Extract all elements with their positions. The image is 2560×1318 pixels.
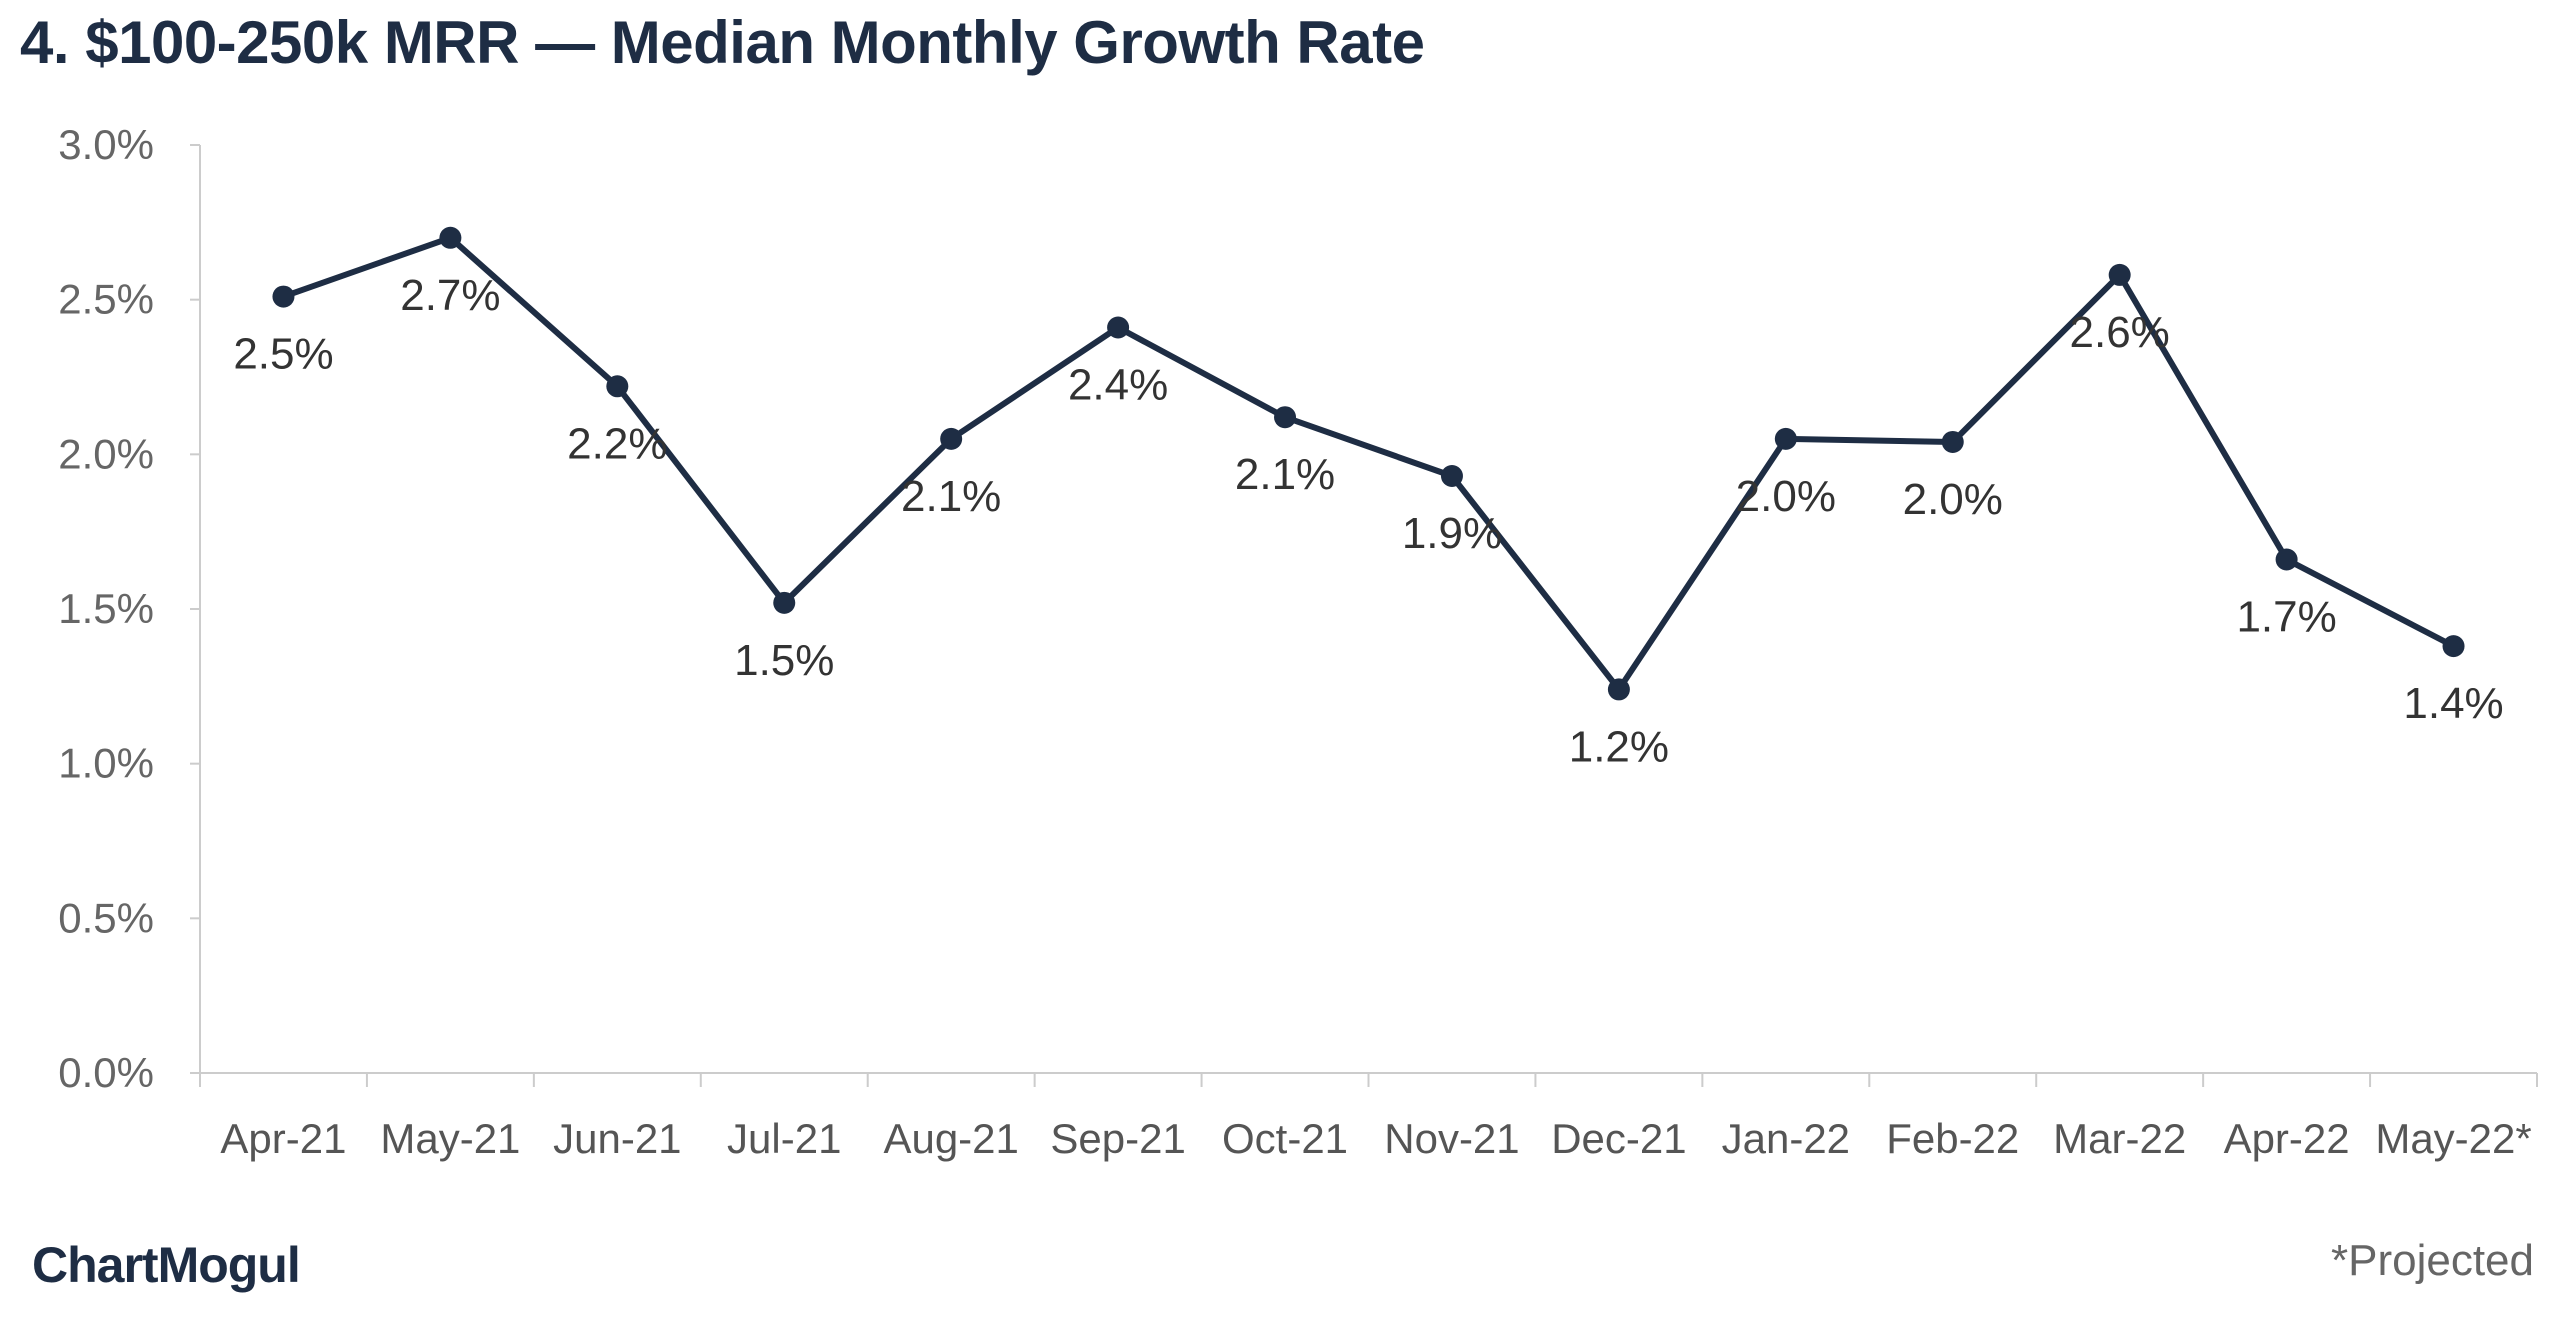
data-point — [773, 591, 796, 614]
x-tick-label: Feb-22 — [1886, 1115, 2019, 1162]
data-point — [1607, 678, 1630, 701]
x-tick-label: May-21 — [380, 1115, 520, 1162]
x-tick-label: Aug-21 — [883, 1115, 1018, 1162]
y-tick-label: 2.0% — [58, 430, 154, 477]
x-tick-label: Jul-21 — [727, 1115, 841, 1162]
y-tick-label: 2.5% — [58, 276, 154, 323]
data-label: 2.0% — [1903, 475, 2003, 524]
data-label: 2.0% — [1736, 472, 1836, 521]
data-labels: 2.5% 2.7% 2.2% 1.5% 2.1% 2.4% 2.1% 1.9% 1.2% 2.0%… — [233, 271, 2503, 772]
x-tick-label: Mar-22 — [2053, 1115, 2186, 1162]
data-label: 2.6% — [2070, 308, 2170, 357]
data-point — [940, 427, 963, 450]
projected-footnote: *Projected — [2330, 1236, 2534, 1285]
data-label: 1.2% — [1569, 722, 1669, 771]
y-tick-label: 3.0% — [58, 121, 154, 168]
data-point — [1107, 316, 1130, 339]
x-tick-label: May-22* — [2375, 1115, 2531, 1162]
data-point — [2108, 263, 2131, 286]
x-tick-label: Sep-21 — [1050, 1115, 1185, 1162]
x-tick-label: Oct-21 — [1222, 1115, 1348, 1162]
data-label: 1.9% — [1402, 509, 1502, 558]
data-point — [1774, 427, 1797, 450]
x-tick-label: Nov-21 — [1384, 1115, 1519, 1162]
x-tick-label: Jun-21 — [553, 1115, 681, 1162]
data-label: 2.4% — [1068, 361, 1168, 410]
x-tick-label: Jan-22 — [1722, 1115, 1850, 1162]
data-point — [1941, 430, 1964, 453]
series-line — [280, 234, 2457, 693]
x-tick-label: Dec-21 — [1551, 1115, 1686, 1162]
data-label: 1.4% — [2403, 679, 2503, 728]
data-point — [439, 226, 462, 249]
y-tick-label: 0.0% — [58, 1049, 154, 1096]
y-tick-label: 1.5% — [58, 585, 154, 632]
data-label: 2.2% — [567, 419, 667, 468]
y-tick-label: 1.0% — [58, 740, 154, 787]
data-label: 1.5% — [734, 636, 834, 685]
x-tick-label: Apr-22 — [2224, 1115, 2350, 1162]
chartmogul-logo: ChartMogul — [32, 1237, 301, 1293]
x-tick-label: Apr-21 — [220, 1115, 346, 1162]
data-series — [272, 226, 2465, 701]
x-axis-ticks: Apr-21 May-21 Jun-21 Jul-21 Aug-21 Sep-21 Oct-… — [199, 1073, 2538, 1162]
data-label: 2.1% — [901, 472, 1001, 521]
data-label: 2.1% — [1235, 450, 1335, 499]
data-point — [272, 285, 295, 308]
y-axis-ticks: 0.0% 0.5% 1.0% 1.5% 2.0% 2.5% 3.0% — [58, 121, 200, 1096]
y-tick-label: 0.5% — [58, 894, 154, 941]
data-label: 1.7% — [2236, 593, 2336, 642]
data-point — [2442, 635, 2465, 658]
chart-axes — [199, 145, 2537, 1074]
chart-title: 4. $100-250k MRR — Median Monthly Growth… — [20, 9, 1425, 76]
data-label: 2.7% — [400, 271, 500, 320]
data-label: 2.5% — [233, 330, 333, 379]
data-point — [2275, 548, 2298, 571]
data-point — [606, 375, 629, 398]
data-point — [1274, 406, 1297, 429]
data-point — [1440, 464, 1463, 487]
